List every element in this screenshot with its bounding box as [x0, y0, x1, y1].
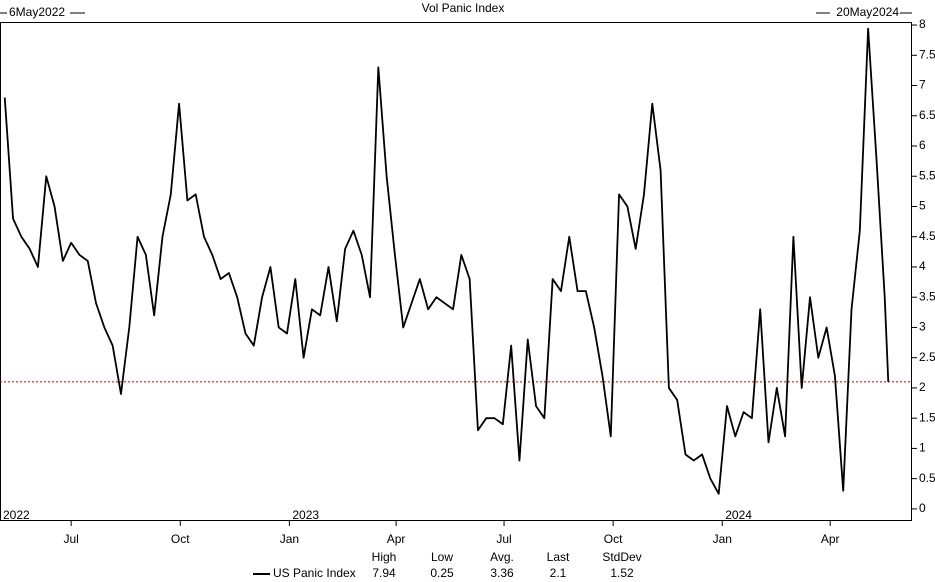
- y-tick-label: 2.5: [919, 350, 935, 364]
- y-tick-label: 0.5: [919, 471, 935, 485]
- stats-header: Last: [547, 550, 570, 564]
- stats-header: StdDev: [602, 550, 641, 564]
- y-tick-label: 2: [919, 380, 926, 394]
- x-tick-label: Apr: [387, 532, 406, 546]
- start-label: 6May2022: [9, 5, 65, 19]
- stats-value: 7.94: [372, 566, 396, 580]
- x-tick-label: Oct: [171, 532, 190, 546]
- x-tick-label: Jan: [713, 532, 732, 546]
- plot-frame: [0, 22, 912, 521]
- x-tick-label: Apr: [821, 532, 840, 546]
- chart-title: Vol Panic Index: [422, 1, 505, 15]
- y-tick-label: 5.5: [919, 168, 935, 182]
- stats-value: 0.25: [430, 566, 454, 580]
- y-tick-label: 7.5: [919, 47, 935, 61]
- stats-value: 3.36: [490, 566, 514, 580]
- legend-label: US Panic Index: [273, 566, 356, 580]
- y-tick-label: 4.5: [919, 229, 935, 243]
- y-tick-label: 4: [919, 259, 926, 273]
- x-tick-label: Jul: [63, 532, 78, 546]
- y-tick-label: 6.5: [919, 108, 935, 122]
- y-tick-label: 1.5: [919, 410, 935, 424]
- year-label: 2022: [3, 508, 30, 522]
- x-tick-label: Jul: [496, 532, 511, 546]
- stats-value: 1.52: [610, 566, 634, 580]
- y-tick-label: 6: [919, 138, 926, 152]
- y-tick-label: 7: [919, 78, 926, 92]
- year-label: 2024: [725, 508, 752, 522]
- y-tick-label: 3.5: [919, 289, 935, 303]
- y-tick-label: 0: [919, 501, 926, 515]
- stats-value: 2.1: [550, 566, 567, 580]
- stats-header: Avg.: [490, 550, 514, 564]
- year-label: 2023: [292, 508, 319, 522]
- stats-header: Low: [431, 550, 453, 564]
- x-tick-label: Jan: [280, 532, 299, 546]
- y-tick-label: 5: [919, 199, 926, 213]
- end-label: 20May2024: [836, 5, 899, 19]
- stats-header: High: [372, 550, 397, 564]
- x-tick-label: Oct: [604, 532, 623, 546]
- y-tick-label: 1: [919, 441, 926, 455]
- y-tick-label: 3: [919, 320, 926, 334]
- y-tick-label: 8: [919, 17, 926, 31]
- series-line: [3, 27, 890, 495]
